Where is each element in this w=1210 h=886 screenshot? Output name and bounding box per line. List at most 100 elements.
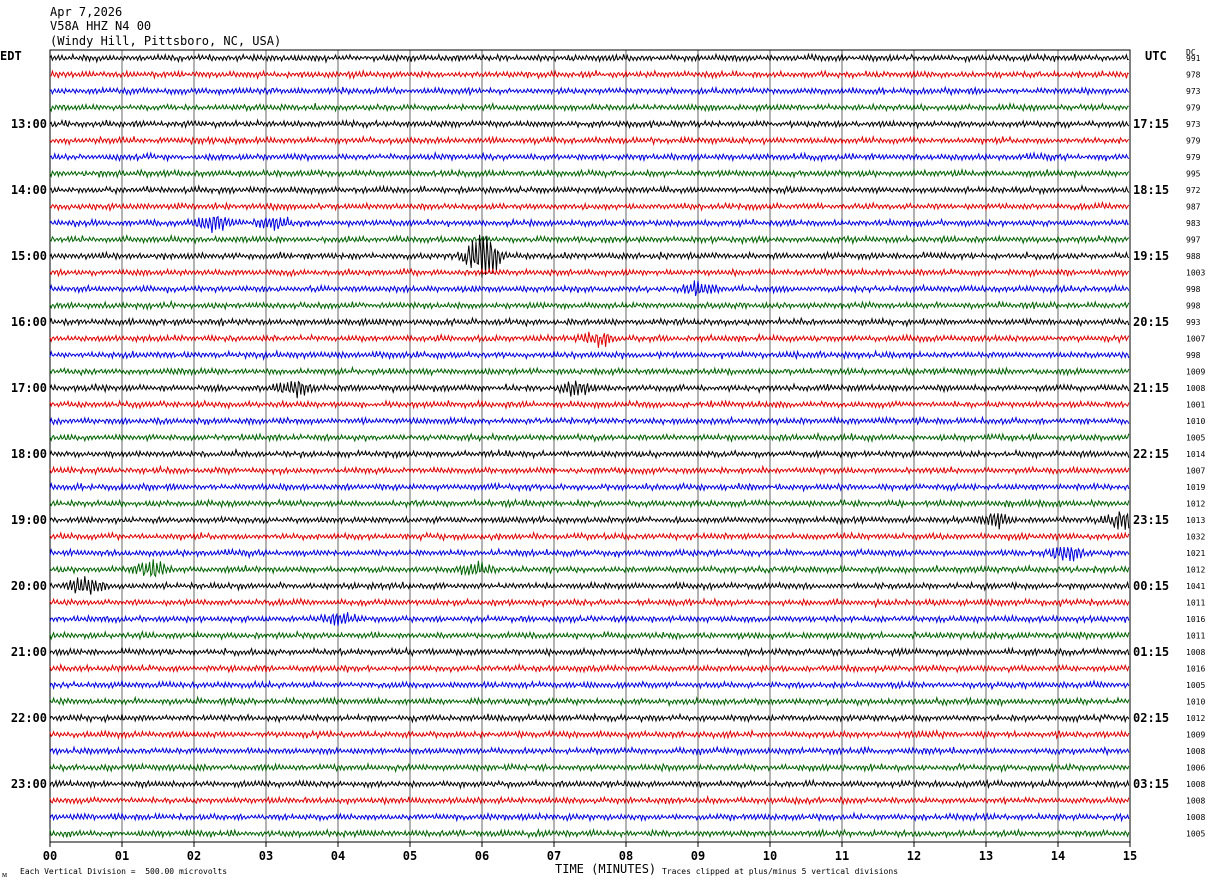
- dc-value-label: 972: [1186, 186, 1201, 195]
- dc-value-label: 983: [1186, 219, 1201, 228]
- x-tick-label: 13: [979, 849, 993, 863]
- dc-value-label: 1009: [1186, 368, 1205, 377]
- seismic-trace: [49, 299, 1130, 311]
- utc-hour-label: 18:15: [1133, 183, 1169, 197]
- dc-value-label: 1012: [1186, 566, 1205, 575]
- dc-label: DC: [1186, 48, 1196, 57]
- scale-note: Each Vertical Division = 500.00 microvol…: [20, 867, 228, 876]
- dc-value-label: 1007: [1186, 335, 1205, 344]
- seismic-trace: [49, 464, 1130, 477]
- edt-hour-label: 19:00: [11, 513, 47, 527]
- x-tick-label: 10: [763, 849, 777, 863]
- clip-note: Traces clipped at plus/minus 5 vertical …: [662, 867, 899, 876]
- edt-hour-label: 15:00: [11, 249, 47, 263]
- dc-value-label: 1008: [1186, 384, 1205, 393]
- dc-value-label: 1014: [1186, 450, 1205, 459]
- dc-value-label: 1041: [1186, 582, 1205, 591]
- dc-value-label: 1008: [1186, 648, 1205, 657]
- dc-value-label: 979: [1186, 137, 1201, 146]
- x-tick-label: 03: [259, 849, 273, 863]
- seismic-trace: [49, 530, 1130, 543]
- seismic-trace: [49, 233, 1130, 246]
- seismic-trace: [49, 380, 1130, 399]
- seismic-trace: [49, 597, 1130, 609]
- utc-hour-label: 02:15: [1133, 711, 1169, 725]
- dc-value-label: 1019: [1186, 483, 1205, 492]
- edt-label: EDT: [0, 49, 22, 63]
- seismic-trace: [49, 266, 1130, 279]
- x-tick-label: 01: [115, 849, 129, 863]
- seismic-trace: [49, 498, 1130, 509]
- dc-value-label: 1008: [1186, 780, 1205, 789]
- utc-hour-label: 22:15: [1133, 447, 1169, 461]
- x-tick-label: 06: [475, 849, 489, 863]
- seismic-trace: [49, 679, 1130, 691]
- dc-value-label: 997: [1186, 236, 1201, 245]
- dc-value-label: 1008: [1186, 747, 1205, 756]
- seismic-trace: [49, 331, 1130, 348]
- dc-value-label: 1016: [1186, 615, 1205, 624]
- dc-value-label: 1003: [1186, 269, 1205, 278]
- seismic-trace: [49, 431, 1130, 444]
- dc-value-label: 988: [1186, 252, 1201, 261]
- dc-value-label: 979: [1186, 104, 1201, 113]
- utc-hour-label: 20:15: [1133, 315, 1169, 329]
- dc-value-label: 1008: [1186, 797, 1205, 806]
- dc-value-label: 1007: [1186, 467, 1205, 476]
- dc-value-label: 978: [1186, 71, 1201, 80]
- seismic-trace: [49, 200, 1130, 213]
- dc-value-label: 979: [1186, 153, 1201, 162]
- seismic-trace: [49, 365, 1130, 377]
- dc-value-label: 1011: [1186, 599, 1205, 608]
- dc-value-label: 1010: [1186, 698, 1205, 707]
- seismic-trace: [49, 184, 1130, 196]
- edt-hour-label: 17:00: [11, 381, 47, 395]
- utc-hour-label: 00:15: [1133, 579, 1169, 593]
- x-tick-label: 04: [331, 849, 345, 863]
- edt-hour-label: 22:00: [11, 711, 47, 725]
- edt-hour-label: 21:00: [11, 645, 47, 659]
- utc-hour-label: 21:15: [1133, 381, 1169, 395]
- seismic-trace: [49, 662, 1130, 675]
- seismic-trace: [49, 215, 1129, 233]
- utc-hour-label: 17:15: [1133, 117, 1169, 131]
- dc-value-label: 1011: [1186, 632, 1205, 641]
- seismic-trace: [49, 399, 1130, 410]
- utc-hour-label: 03:15: [1133, 777, 1169, 791]
- seismic-trace: [49, 481, 1130, 493]
- dc-value-label: 1010: [1186, 417, 1205, 426]
- dc-value-label: 1005: [1186, 681, 1205, 690]
- seismic-trace: [49, 52, 1129, 64]
- utc-hour-label: 01:15: [1133, 645, 1169, 659]
- seismic-trace: [49, 559, 1130, 578]
- dc-value-label: 1009: [1186, 731, 1205, 740]
- corner-mark-icon: ᴍ: [2, 870, 8, 879]
- seismic-trace: [49, 415, 1130, 427]
- x-axis-title: TIME (MINUTES): [555, 862, 657, 876]
- seismic-trace: [49, 761, 1130, 774]
- x-tick-label: 02: [187, 849, 201, 863]
- x-tick-label: 15: [1123, 849, 1137, 863]
- seismic-trace: [49, 68, 1129, 81]
- x-tick-label: 00: [43, 849, 57, 863]
- seismic-trace: [49, 576, 1130, 595]
- seismic-trace: [49, 612, 1130, 627]
- x-tick-label: 12: [907, 849, 921, 863]
- edt-hour-label: 13:00: [11, 117, 47, 131]
- seismic-trace: [49, 511, 1130, 530]
- seismic-trace: [49, 745, 1130, 757]
- dc-value-label: 991: [1186, 54, 1201, 63]
- seismic-trace: [49, 811, 1130, 823]
- edt-hour-label: 18:00: [11, 447, 47, 461]
- dc-value-label: 1006: [1186, 764, 1205, 773]
- x-tick-label: 09: [691, 849, 705, 863]
- dc-value-label: 993: [1186, 318, 1201, 327]
- station-location: (Windy Hill, Pittsboro, NC, USA): [50, 34, 282, 48]
- dc-value-label: 987: [1186, 203, 1201, 212]
- x-tick-label: 05: [403, 849, 417, 863]
- seismic-trace: [49, 447, 1130, 460]
- seismic-trace: [49, 712, 1130, 724]
- dc-value-label: 1016: [1186, 665, 1205, 674]
- seismic-trace: [49, 728, 1130, 741]
- seismic-trace: [49, 134, 1130, 147]
